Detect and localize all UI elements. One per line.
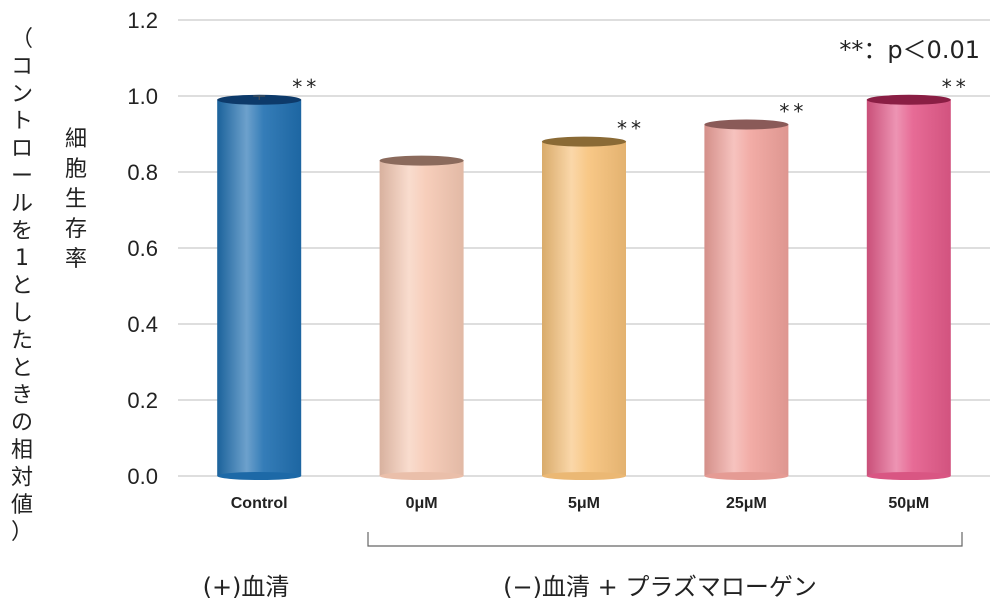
x-tick-label: 0μM [406,495,438,512]
bar-base-2 [542,472,626,480]
bar-base-4 [866,472,951,480]
y-axis-label-outer: （コントロールを 1 としたときの相対値） [11,27,33,545]
x-tick-label: 5μM [568,495,600,512]
group-bracket [367,532,963,547]
bar-base-0 [217,472,302,480]
significance-mark: ** [292,75,320,99]
significance-mark: ** [942,75,970,99]
significance-markers: ** ** ** ** [292,75,970,141]
bars [217,94,951,480]
y-tick-label: 0.6 [127,236,158,261]
x-tick-label: 50μM [888,495,929,512]
x-tick-labels: Control 0μM 5μM 25μM 50μM [231,495,929,512]
bar-1 [379,160,464,476]
bar-top-2 [542,136,626,147]
significance-legend: **：p＜0.01 [839,36,980,64]
significance-mark: ** [617,117,645,141]
y-tick-label: 0.4 [127,312,158,337]
significance-mark: ** [779,100,807,124]
y-tick-label: 0.0 [127,464,158,489]
bar-base-3 [704,472,789,480]
group-label-with-serum: (+)血清 [203,573,290,601]
bar-top-4 [866,94,951,105]
y-axis-label-inner: 細胞生存率 [65,127,87,272]
bar-4 [866,99,951,477]
y-tick-label: 0.8 [127,160,158,185]
bar-base-1 [379,472,464,480]
y-tick-label: 1.2 [127,8,158,33]
y-tick-label: 1.0 [127,84,158,109]
bar-3 [704,124,789,476]
y-tick-label: 0.2 [127,388,158,413]
bar-top-1 [379,155,464,166]
group-label-without-serum: (−)血清 + プラズマローゲン [503,573,817,601]
bar-0 [217,99,302,477]
x-tick-label: Control [231,495,288,512]
bar-2 [542,141,626,476]
bar-top-3 [704,119,789,130]
y-tick-labels: 0.0 0.2 0.4 0.6 0.8 1.0 1.2 [127,8,158,489]
x-tick-label: 25μM [726,495,767,512]
